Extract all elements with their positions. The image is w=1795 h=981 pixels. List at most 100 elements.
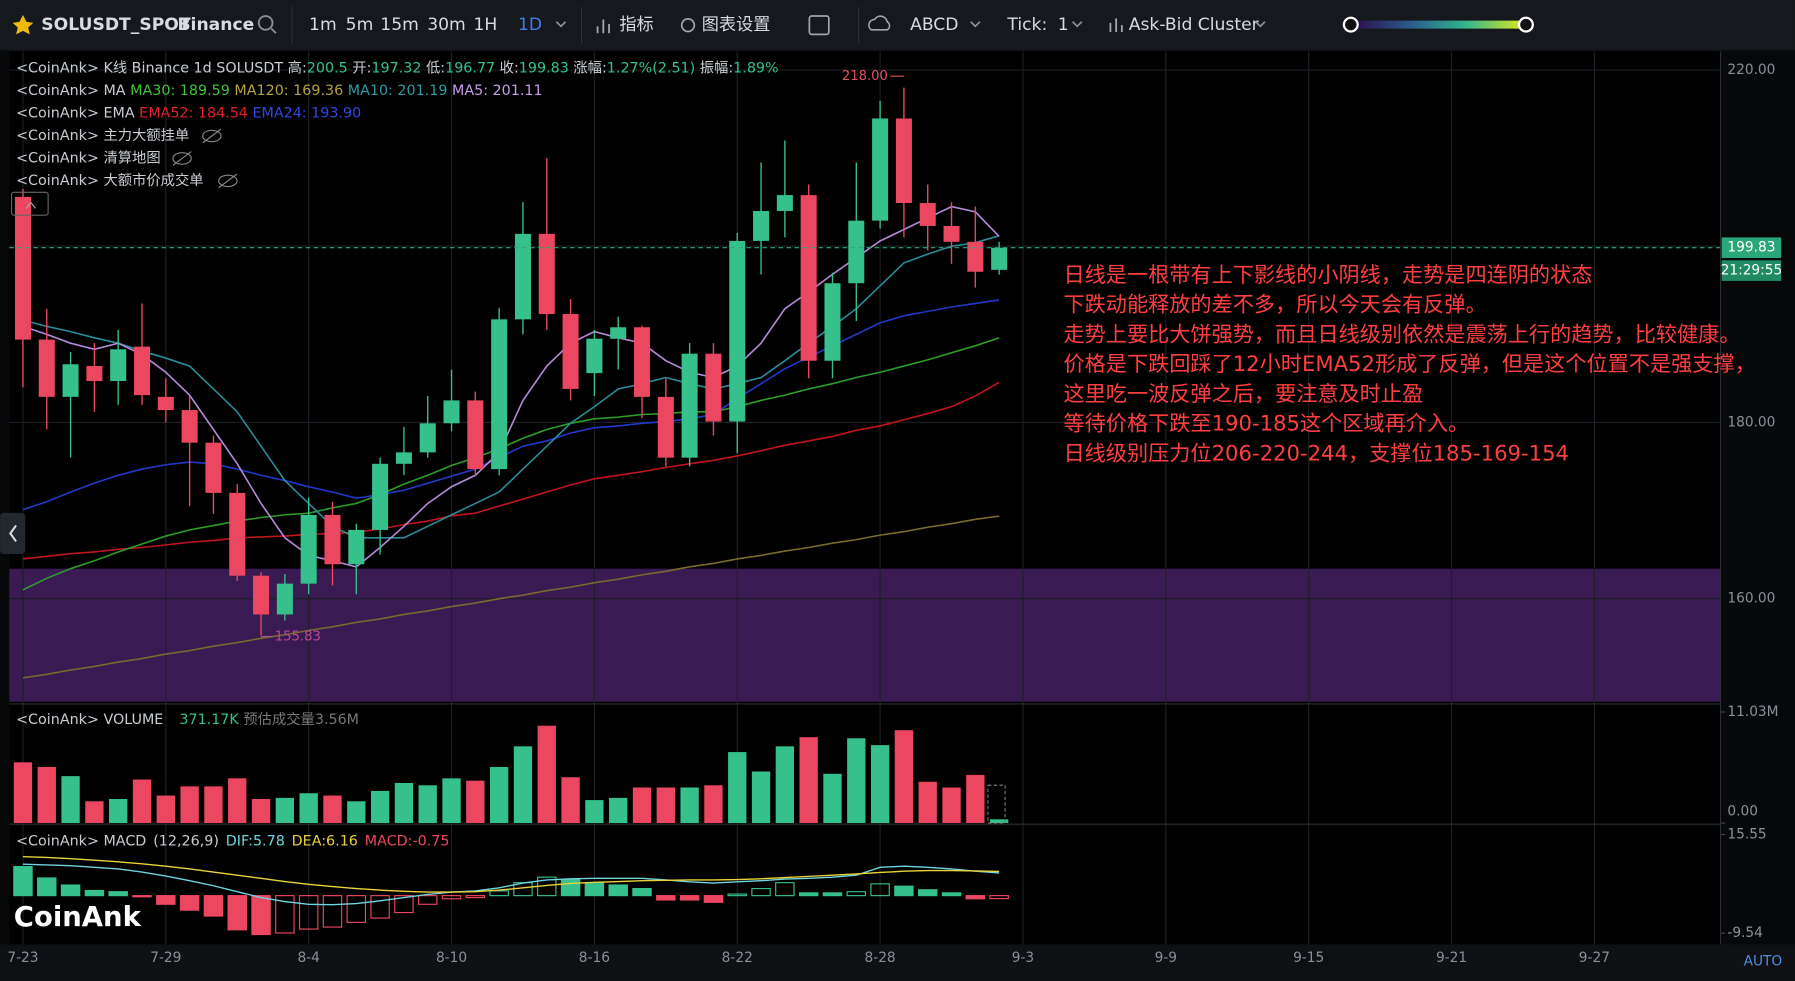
macd-bar — [989, 895, 1009, 900]
visibility-toggle[interactable] — [202, 129, 222, 143]
legend-text: 振幅: — [695, 60, 733, 77]
legend-text: 开: — [348, 61, 372, 77]
legend-text: 199.83 — [519, 61, 569, 77]
volume-bar — [847, 738, 866, 824]
x-tick-label: 9-3 — [1012, 950, 1034, 966]
candle-body — [205, 442, 222, 493]
collapse-button[interactable] — [0, 512, 26, 555]
watermark: CoinAnk — [14, 902, 142, 933]
support-zone — [9, 568, 1721, 702]
heatmap-slider[interactable] — [1350, 20, 1526, 29]
chevron[interactable] — [1072, 21, 1083, 28]
candle-body — [633, 327, 651, 397]
legend-text: <CoinAnk> 主力大额挂单 — [16, 127, 189, 144]
legend-row: <CoinAnk> EMA EMA52: 184.54 EMA24: 193.9… — [16, 106, 361, 122]
chevron[interactable] — [555, 21, 567, 28]
tick-value[interactable]: 1 — [1058, 15, 1069, 35]
volume-bar — [489, 766, 509, 824]
cluster-button[interactable]: Ask-Bid Cluster — [1129, 15, 1260, 35]
candle-body — [514, 233, 531, 320]
legend-text: 1.89% — [733, 61, 778, 77]
x-tick-label: 9-15 — [1293, 950, 1324, 966]
visibility-toggle — [202, 128, 222, 144]
analysis-note: 价格是下跌回踩了12小时EMA52形成了反弹，但是这个位置不是强支撑， — [1063, 351, 1755, 376]
star-icon[interactable] — [12, 14, 34, 35]
chevron[interactable] — [970, 21, 981, 28]
interval-button[interactable]: 1H — [473, 15, 497, 35]
candle-body — [562, 314, 579, 389]
interval-button[interactable]: 1m — [309, 15, 337, 35]
volume-bar — [109, 798, 128, 824]
indicators-button[interactable]: 指标 — [619, 15, 653, 35]
legend-text: <CoinAnk> 清算地图 — [16, 149, 161, 166]
layout-button[interactable] — [808, 15, 830, 36]
legend-text: MA5: 201.11 — [447, 83, 542, 99]
visibility-toggle[interactable] — [172, 152, 192, 165]
interval-button[interactable]: 5m — [346, 15, 374, 35]
indicator-icon — [596, 19, 610, 34]
candle-body — [38, 339, 55, 397]
analysis-note: 日线是一根带有上下影线的小阴线，走势是四连阴的状态 — [1063, 262, 1592, 287]
macd-bar — [227, 895, 247, 931]
candle-body — [229, 492, 246, 576]
interval-button[interactable]: 30m — [427, 15, 466, 35]
volume-bar — [228, 778, 247, 824]
candle-body — [419, 423, 436, 453]
slider-handle[interactable] — [1342, 16, 1359, 33]
symbol[interactable]: SOLUSDT_SPOT — [41, 15, 191, 35]
analysis-note: 这里吃一波反弹之后，要注意及时止盈 — [1063, 381, 1423, 406]
candle-body — [991, 247, 1008, 270]
volume-bar — [85, 801, 104, 824]
search-icon — [270, 27, 277, 34]
auto-scale-button[interactable]: AUTO — [1744, 954, 1783, 970]
x-tick-label: 7-29 — [150, 950, 181, 966]
volume-bar — [656, 787, 675, 824]
volume-bar — [466, 780, 485, 824]
visibility-toggle[interactable] — [218, 174, 238, 188]
macd-bar — [703, 895, 724, 903]
volume-bar — [966, 774, 985, 824]
x-axis-bar — [0, 944, 1795, 981]
candle-body — [967, 241, 984, 272]
macd-bar — [727, 893, 747, 897]
search-icon[interactable] — [257, 15, 274, 31]
candle-body — [133, 346, 151, 396]
legend-text: <CoinAnk> EMA — [16, 106, 139, 122]
drawing-tool[interactable]: ABCD — [910, 15, 958, 35]
volume-bar — [275, 797, 295, 824]
x-tick-label: 9-21 — [1436, 950, 1467, 966]
macd-bar — [251, 895, 271, 936]
chevron[interactable] — [1255, 21, 1266, 28]
y-tick-label: 160.00 — [1727, 591, 1775, 607]
legend-text: 196.77 — [445, 61, 495, 77]
legend-text: EMA52: 184.54 — [139, 106, 248, 122]
legend-toggle[interactable] — [10, 191, 49, 216]
legend-text: <CoinAnk> MACD — [16, 833, 146, 849]
exchange[interactable]: Binance — [177, 15, 254, 35]
volume-bar — [751, 771, 771, 824]
cloud-icon[interactable] — [868, 15, 891, 31]
candle-body — [395, 452, 412, 464]
candle-body — [348, 529, 365, 565]
settings-button[interactable]: 图表设置 — [702, 15, 771, 35]
interval-button[interactable]: 15m — [380, 15, 419, 35]
legend-text: DEA:6.16 — [292, 833, 358, 849]
visibility-toggle — [172, 151, 192, 166]
macd-bar — [298, 895, 319, 930]
x-tick-label: 8-16 — [579, 950, 610, 966]
dif-line — [22, 863, 1000, 906]
candle-body — [586, 338, 603, 374]
candle-body — [824, 283, 841, 361]
candle-body — [157, 396, 174, 411]
candle-body — [86, 366, 103, 382]
macd-bar — [417, 895, 438, 905]
interval-button[interactable]: 1D — [518, 15, 542, 35]
legend-text: <CoinAnk> 大额市价成交单 — [16, 171, 203, 189]
macd-bar — [275, 895, 295, 934]
legend-text: MA30: 189.59 — [130, 83, 230, 99]
last-price-label: 199.83 — [1727, 240, 1775, 256]
slider-handle[interactable] — [1517, 16, 1534, 33]
candle-body — [62, 364, 79, 397]
